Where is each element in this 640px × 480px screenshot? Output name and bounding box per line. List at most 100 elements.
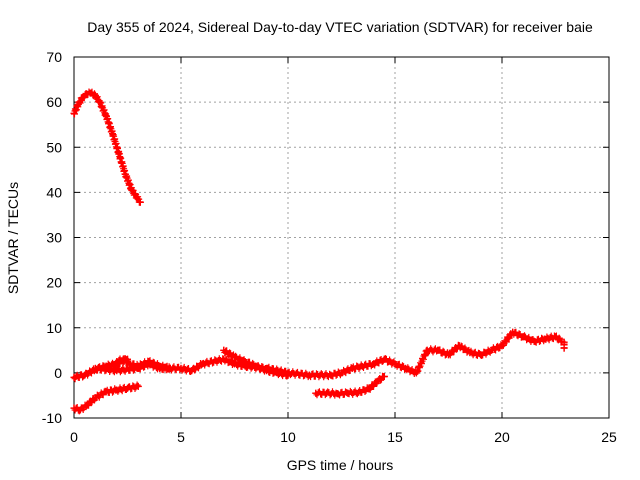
data-point <box>487 346 495 354</box>
data-point <box>530 337 538 345</box>
series-high-arc <box>70 88 144 206</box>
data-point <box>70 373 78 381</box>
data-point <box>284 371 292 379</box>
data-point <box>541 335 549 343</box>
x-tick-label: 15 <box>387 429 403 445</box>
data-point <box>87 89 95 97</box>
y-tick-label: 50 <box>46 139 62 155</box>
x-tick-label: 25 <box>601 429 617 445</box>
data-point <box>241 358 249 366</box>
data-point <box>134 382 142 390</box>
data-point <box>91 91 99 99</box>
data-point <box>156 362 164 370</box>
data-point <box>509 328 517 336</box>
data-point <box>263 367 271 375</box>
data-point <box>312 389 320 397</box>
y-tick-label: -10 <box>42 410 62 426</box>
data-point <box>333 390 341 398</box>
data-point <box>348 364 356 372</box>
y-tick-label: 60 <box>46 94 62 110</box>
data-point <box>134 362 142 370</box>
data-point <box>552 333 559 341</box>
data-point <box>305 371 313 379</box>
series-low-mid-segment <box>312 372 388 399</box>
data-point <box>560 344 568 352</box>
y-tick-label: 70 <box>46 49 62 65</box>
data-point <box>119 355 127 363</box>
data-point <box>380 373 388 380</box>
data-point <box>323 389 330 397</box>
data-point <box>126 360 134 368</box>
y-tick-label: 40 <box>46 184 62 200</box>
data-point <box>455 342 463 350</box>
y-axis-title: SDTVAR / TECUs <box>5 182 21 294</box>
x-tick-label: 5 <box>177 429 185 445</box>
data-point <box>391 360 399 368</box>
chart-title: Day 355 of 2024, Sidereal Day-to-day VTE… <box>87 19 593 35</box>
data-point <box>365 385 373 393</box>
data-point <box>91 364 99 372</box>
data-point <box>231 353 238 361</box>
series-end-points <box>560 338 568 352</box>
data-point <box>344 389 352 397</box>
data-point <box>327 371 335 379</box>
data-point <box>83 90 91 98</box>
data-point <box>231 360 238 368</box>
data-point <box>113 358 121 366</box>
data-point <box>83 401 91 409</box>
data-point <box>74 100 82 108</box>
data-point <box>70 109 78 117</box>
data-point <box>477 351 485 359</box>
data-point <box>252 362 260 370</box>
data-point <box>423 346 431 354</box>
data-point <box>220 346 228 354</box>
data-point <box>560 338 568 346</box>
ticks <box>73 56 610 419</box>
data-point <box>188 367 196 375</box>
data-point <box>466 349 474 357</box>
data-point <box>220 355 228 363</box>
data-point <box>102 112 110 120</box>
data-point <box>121 170 129 178</box>
data-point <box>402 364 410 372</box>
data-point <box>198 360 206 368</box>
data-point <box>79 94 87 102</box>
data-point <box>338 369 345 377</box>
data-point <box>445 351 452 359</box>
data-point <box>166 364 174 372</box>
data-point <box>519 333 527 341</box>
data-point <box>374 377 382 385</box>
data-point <box>128 186 136 194</box>
x-tick-label: 10 <box>280 429 296 445</box>
data-point <box>113 367 121 375</box>
data-point <box>124 384 131 392</box>
data-point <box>177 364 185 372</box>
x-tick-label: 20 <box>494 429 510 445</box>
series-markers <box>70 88 144 206</box>
data-point <box>370 360 378 368</box>
y-tick-label: 20 <box>46 275 62 291</box>
data-point <box>136 198 144 206</box>
y-tick-label: 30 <box>46 230 62 246</box>
data-point <box>115 150 123 158</box>
grid <box>74 57 609 418</box>
data-point <box>81 371 89 379</box>
data-marks <box>70 88 568 415</box>
data-point <box>316 371 324 379</box>
x-axis-title: GPS time / hours <box>287 457 394 473</box>
data-point <box>380 355 388 363</box>
data-point <box>76 406 84 414</box>
data-point <box>498 342 506 350</box>
data-point <box>96 98 104 106</box>
data-point <box>102 388 110 396</box>
data-point <box>70 404 78 412</box>
data-point <box>91 394 99 402</box>
data-point <box>434 346 442 354</box>
data-point <box>109 130 116 138</box>
series-upper-band-start <box>113 355 174 373</box>
tick-labels: 0 5 10 15 20 25 -10 0 10 20 30 40 50 60 70 <box>42 49 617 445</box>
data-point <box>412 369 420 377</box>
y-tick-label: 0 <box>54 365 62 381</box>
data-point <box>355 388 363 396</box>
